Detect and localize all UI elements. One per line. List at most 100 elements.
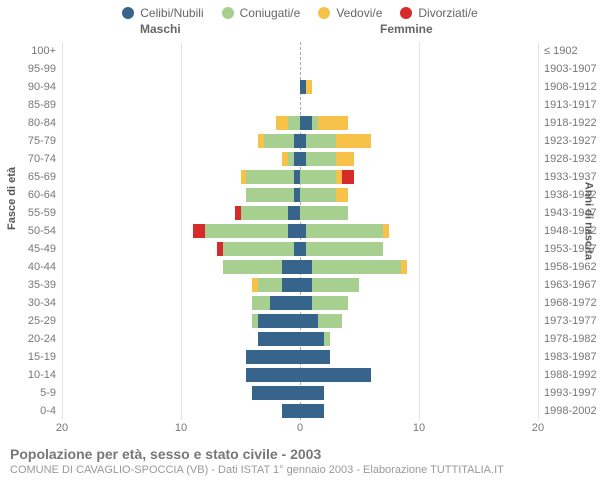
birth-year-label: 1903-1907 [544,63,597,75]
bar-segment [383,224,389,238]
male-bar [62,402,300,420]
age-label: 25-29 [28,315,56,327]
female-bar [300,150,538,168]
birth-year-label: 1988-1992 [544,369,597,381]
bar-segment [223,260,283,274]
legend-label: Divorziati/e [418,6,477,20]
age-row: 75-791923-1927 [62,132,538,150]
bar-segment [288,224,300,238]
female-bar [300,384,538,402]
age-row: 100+≤ 1902 [62,42,538,60]
male-bar [62,114,300,132]
male-bar [62,276,300,294]
bar-segment [336,188,348,202]
bar-segment [258,278,282,292]
male-bar [62,222,300,240]
female-bar [300,258,538,276]
male-bar [62,384,300,402]
bar-segment [336,134,372,148]
male-bar [62,366,300,384]
birth-year-label: ≤ 1902 [544,45,578,57]
bar-segment [300,116,312,130]
age-row: 0-41998-2002 [62,402,538,420]
bar-segment [300,368,371,382]
age-label: 45-49 [28,243,56,255]
age-label: 55-59 [28,207,56,219]
age-row: 35-391963-1967 [62,276,538,294]
male-bar [62,42,300,60]
bar-segment [282,278,300,292]
male-bar [62,186,300,204]
age-label: 40-44 [28,261,56,273]
bar-segment [312,296,348,310]
bar-segment [258,314,300,328]
legend-label: Celibi/Nubili [140,6,203,20]
female-bar [300,402,538,420]
bar-segment [193,224,205,238]
chart-title: Popolazione per età, sesso e stato civil… [10,446,590,462]
x-tick: 0 [297,422,303,434]
bar-segment [300,188,336,202]
age-label: 100+ [31,45,56,57]
bar-segment [336,152,354,166]
bar-segment [324,332,330,346]
legend-item: Celibi/Nubili [122,6,203,20]
bar-segment [270,296,300,310]
x-tick: 20 [56,422,68,434]
male-bar [62,348,300,366]
female-bar [300,222,538,240]
birth-year-label: 1938-1942 [544,189,597,201]
female-bar [300,348,538,366]
x-tick: 10 [413,422,425,434]
age-label: 30-34 [28,297,56,309]
birth-year-label: 1933-1937 [544,171,597,183]
bar-segment [223,242,294,256]
age-row: 30-341968-1972 [62,294,538,312]
bar-segment [300,314,318,328]
bar-segment [312,278,360,292]
x-axis: 201001020 [62,422,538,440]
bar-segment [312,260,401,274]
bar-segment [300,278,312,292]
birth-year-label: 1968-1972 [544,297,597,309]
legend-swatch [222,7,234,19]
age-label: 90-94 [28,81,56,93]
female-bar [300,330,538,348]
legend: Celibi/NubiliConiugati/eVedovi/eDivorzia… [0,0,600,20]
bar-segment [401,260,407,274]
age-row: 65-691933-1937 [62,168,538,186]
bar-segment [288,116,300,130]
gender-header: Maschi Femmine [0,22,600,42]
bar-segment [300,386,324,400]
birth-year-label: 1963-1967 [544,279,597,291]
male-bar [62,294,300,312]
female-bar [300,186,538,204]
bar-segment [246,170,294,184]
legend-swatch [122,7,134,19]
grid-line [538,42,539,420]
age-label: 35-39 [28,279,56,291]
age-label: 20-24 [28,333,56,345]
age-row: 80-841918-1922 [62,114,538,132]
bar-segment [246,368,300,382]
bar-segment [300,260,312,274]
age-row: 15-191983-1987 [62,348,538,366]
bar-segment [318,314,342,328]
birth-year-label: 1958-1962 [544,261,597,273]
birth-year-label: 1948-1952 [544,225,597,237]
birth-year-label: 1943-1947 [544,207,597,219]
bar-segment [282,404,300,418]
age-row: 10-141988-1992 [62,366,538,384]
chart-footer: Popolazione per età, sesso e stato civil… [0,440,600,476]
bar-segment [306,224,383,238]
female-bar [300,276,538,294]
female-bar [300,312,538,330]
female-bar [300,168,538,186]
bar-segment [306,152,336,166]
age-row: 40-441958-1962 [62,258,538,276]
age-row: 55-591943-1947 [62,204,538,222]
bar-segment [246,188,294,202]
female-bar [300,294,538,312]
legend-item: Divorziati/e [400,6,477,20]
birth-year-label: 1983-1987 [544,351,597,363]
